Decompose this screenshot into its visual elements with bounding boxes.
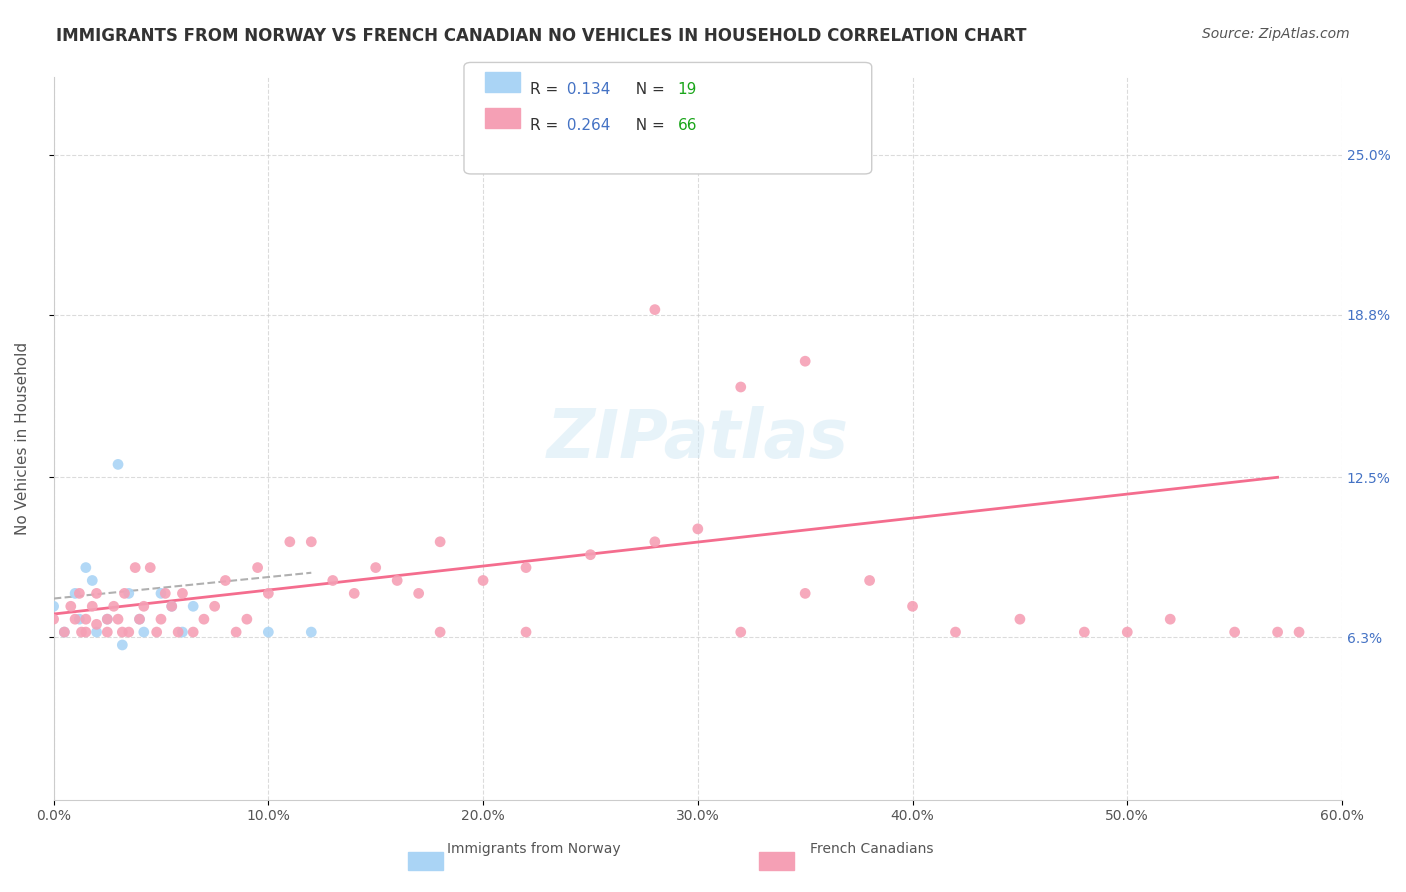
Point: [408, 586, 430, 600]
Point: [1267, 625, 1289, 640]
Text: French Canadians: French Canadians: [810, 842, 934, 856]
Point: [96, 625, 118, 640]
Point: [901, 599, 924, 614]
Text: 19: 19: [678, 82, 697, 97]
Text: 0.134: 0.134: [562, 82, 610, 97]
Point: [160, 599, 183, 614]
Point: [128, 612, 150, 626]
Point: [181, 625, 204, 640]
Point: [1116, 625, 1139, 640]
Point: [193, 612, 215, 626]
Point: [82, 599, 104, 614]
Text: Immigrants from Norway: Immigrants from Norway: [447, 842, 621, 856]
Point: [644, 534, 666, 549]
Point: [167, 625, 190, 640]
Text: 66: 66: [678, 118, 697, 133]
Point: [103, 599, 125, 614]
Point: [204, 599, 226, 614]
Point: [107, 612, 129, 626]
Point: [181, 599, 204, 614]
Point: [82, 574, 104, 588]
Point: [246, 560, 269, 574]
Point: [343, 586, 366, 600]
Point: [42, 612, 65, 626]
Point: [145, 625, 167, 640]
Text: R =: R =: [530, 118, 564, 133]
Point: [67, 612, 90, 626]
Point: [96, 612, 118, 626]
Point: [686, 522, 709, 536]
Point: [149, 612, 172, 626]
Point: [236, 612, 259, 626]
Point: [118, 625, 141, 640]
Point: [139, 560, 162, 574]
Point: [515, 625, 537, 640]
Point: [1223, 625, 1246, 640]
Point: [132, 625, 155, 640]
Point: [63, 586, 86, 600]
Point: [278, 534, 301, 549]
Point: [429, 534, 451, 549]
Text: ZIPatlas: ZIPatlas: [547, 406, 849, 472]
Point: [214, 574, 236, 588]
Point: [53, 625, 76, 640]
Point: [75, 560, 97, 574]
Text: R =: R =: [530, 82, 564, 97]
Point: [257, 625, 280, 640]
Point: [96, 612, 118, 626]
Text: Source: ZipAtlas.com: Source: ZipAtlas.com: [1202, 27, 1350, 41]
Point: [257, 586, 280, 600]
Point: [67, 586, 90, 600]
Point: [794, 354, 817, 368]
Point: [111, 625, 134, 640]
Point: [945, 625, 967, 640]
Point: [42, 599, 65, 614]
Point: [155, 586, 177, 600]
Text: 0.264: 0.264: [562, 118, 610, 133]
Point: [730, 380, 752, 394]
Point: [53, 625, 76, 640]
Point: [299, 534, 322, 549]
Point: [111, 638, 134, 652]
Point: [59, 599, 82, 614]
Text: N =: N =: [626, 118, 669, 133]
Point: [515, 560, 537, 574]
Point: [128, 612, 150, 626]
Point: [364, 560, 387, 574]
Point: [858, 574, 880, 588]
Point: [385, 574, 408, 588]
Point: [579, 548, 602, 562]
Point: [472, 574, 495, 588]
Point: [107, 458, 129, 472]
Point: [730, 625, 752, 640]
Point: [1073, 625, 1095, 640]
Point: [63, 612, 86, 626]
Point: [644, 302, 666, 317]
Point: [75, 612, 97, 626]
Point: [149, 586, 172, 600]
Point: [225, 625, 247, 640]
Point: [1008, 612, 1031, 626]
Point: [794, 586, 817, 600]
Point: [299, 625, 322, 640]
Text: N =: N =: [626, 82, 669, 97]
Point: [1288, 625, 1310, 640]
Point: [124, 560, 146, 574]
Point: [132, 599, 155, 614]
Text: IMMIGRANTS FROM NORWAY VS FRENCH CANADIAN NO VEHICLES IN HOUSEHOLD CORRELATION C: IMMIGRANTS FROM NORWAY VS FRENCH CANADIA…: [56, 27, 1026, 45]
Point: [86, 586, 108, 600]
Point: [75, 625, 97, 640]
Point: [172, 586, 194, 600]
Point: [1159, 612, 1181, 626]
Point: [114, 586, 136, 600]
Point: [429, 625, 451, 640]
Point: [86, 617, 108, 632]
Point: [172, 625, 194, 640]
Point: [322, 574, 344, 588]
Point: [70, 625, 93, 640]
Point: [160, 599, 183, 614]
Point: [86, 625, 108, 640]
Point: [118, 586, 141, 600]
Y-axis label: No Vehicles in Household: No Vehicles in Household: [15, 342, 30, 535]
